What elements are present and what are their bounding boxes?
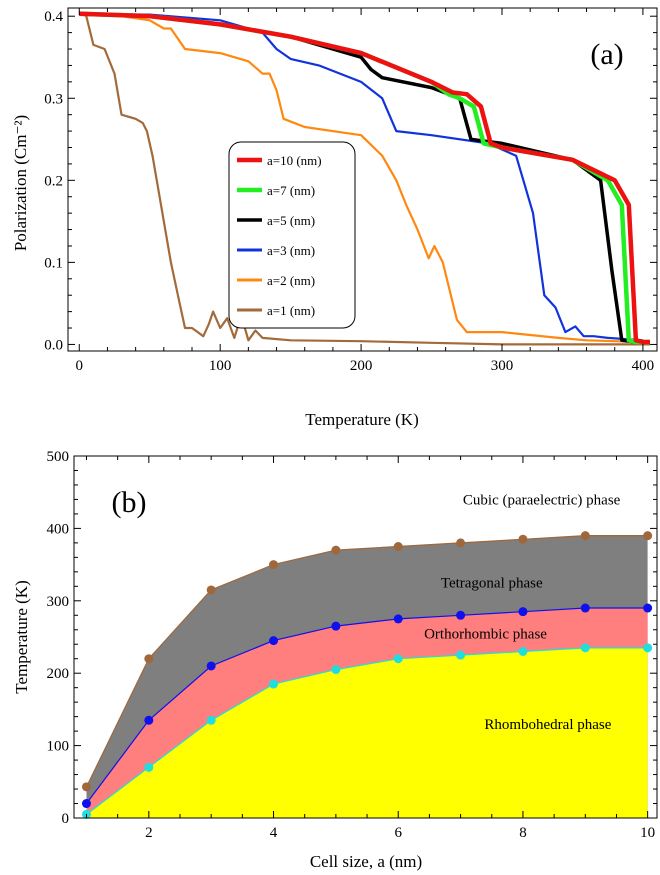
x-tick-label: 300: [491, 358, 514, 374]
boundary-point: [144, 762, 154, 772]
boundary-point: [144, 654, 154, 664]
boundary-point: [456, 650, 466, 660]
boundary-point: [393, 542, 403, 551]
panel-a-label: (a): [590, 38, 623, 71]
boundary-point: [269, 560, 279, 570]
panel-b-y-axis-label: Temperature (K): [12, 580, 31, 694]
legend-label-0: a=10 (nm): [267, 153, 322, 168]
legend-label-1: a=7 (nm): [267, 183, 315, 198]
panel-a-chart: 0 100 200 300 400 0.0 0.1 0.2 0.3 0.4 (a) Tempera…: [11, 7, 658, 429]
y-tick-label: 0: [62, 811, 70, 827]
x-tick-label: 100: [209, 358, 232, 374]
legend-label-4: a=2 (nm): [267, 273, 315, 288]
phase-annotation-1: Tetragonal phase: [441, 576, 543, 592]
x-tick-label: 200: [350, 358, 373, 374]
panel-b-boundaries: [81, 531, 653, 819]
boundary-point: [206, 661, 216, 671]
boundary-point: [643, 603, 653, 613]
panel-a-y-axis-label: Polarization (Cm⁻²): [11, 115, 30, 251]
boundary-point: [643, 643, 653, 653]
x-tick-label: 6: [394, 825, 402, 841]
boundary-point: [456, 610, 466, 620]
boundary-point: [81, 782, 91, 792]
boundary-point: [393, 614, 403, 624]
y-tick-label: 0.2: [44, 173, 63, 189]
phase-annotation-2: Orthorhombic phase: [424, 626, 547, 642]
legend-label-3: a=3 (nm): [267, 243, 315, 258]
legend-label-5: a=1 (nm): [267, 303, 315, 318]
boundary-point: [580, 531, 590, 541]
phase-annotation-3: Rhombohedral phase: [484, 717, 611, 733]
panel-a-frame: [67, 7, 658, 352]
boundary-line-0: [85, 534, 648, 788]
boundary-point: [81, 799, 91, 809]
phase-region-2: [86, 647, 648, 818]
boundary-point: [331, 665, 341, 675]
boundary-point: [269, 636, 279, 646]
series-line-4: [79, 13, 643, 344]
legend-box: [228, 141, 356, 329]
boundary-point: [331, 545, 341, 555]
y-tick-label: 400: [47, 521, 70, 537]
series-line-3: [79, 12, 643, 342]
x-tick-label: 400: [632, 358, 655, 374]
boundary-point: [331, 621, 341, 631]
legend-label-2: a=5 (nm): [267, 213, 315, 228]
panel-b-frame: [73, 455, 658, 819]
boundary-point: [518, 646, 528, 656]
y-tick-label: 0.4: [44, 9, 63, 25]
series-line-2: [79, 11, 650, 344]
boundary-point: [518, 607, 528, 617]
panel-a-series-group: [78, 11, 650, 346]
panel-b-annotations: Cubic (paraelectric) phase Tetragonal pha…: [424, 492, 621, 732]
y-tick-label: 200: [47, 666, 70, 682]
x-tick-label: 2: [145, 825, 153, 841]
x-tick-label: 4: [270, 825, 278, 841]
boundary-point: [580, 643, 590, 653]
y-tick-label: 100: [47, 739, 70, 755]
y-tick-label: 300: [47, 594, 70, 610]
boundary-point: [393, 654, 403, 664]
boundary-point: [643, 531, 653, 541]
panel-b-label: (b): [112, 486, 147, 519]
boundary-point: [518, 534, 528, 544]
phase-annotation-0: Cubic (paraelectric) phase: [463, 492, 621, 508]
boundary-point: [269, 679, 279, 689]
panel-a-ticks: 0 100 200 300 400 0.0 0.1 0.2 0.3 0.4: [44, 8, 657, 374]
boundary-point: [144, 715, 154, 725]
panel-a-x-axis-label: Temperature (K): [305, 410, 419, 429]
series-line-0: [79, 11, 650, 345]
y-tick-label: 0.1: [44, 255, 63, 271]
series-line-5: [78, 11, 650, 346]
x-tick-label: 0: [76, 358, 84, 374]
boundary-point: [456, 538, 466, 548]
x-tick-label: 8: [519, 825, 527, 841]
legend: a=10 (nm) a=7 (nm) a=5 (nm) a=3 (nm) a=2 (nm…: [228, 141, 356, 329]
panel-b-x-axis-label: Cell size, a (nm): [310, 852, 422, 871]
panel-b-phase-regions: [86, 535, 648, 818]
boundary-point: [206, 715, 216, 725]
y-tick-label: 0.0: [44, 337, 63, 353]
boundary-line-2: [86, 647, 648, 815]
y-tick-label: 0.3: [44, 91, 63, 107]
y-tick-label: 500: [47, 449, 70, 465]
boundary-point: [580, 603, 590, 613]
boundary-line-1: [86, 607, 648, 804]
boundary-point: [206, 585, 216, 595]
x-tick-label: 10: [640, 825, 655, 841]
